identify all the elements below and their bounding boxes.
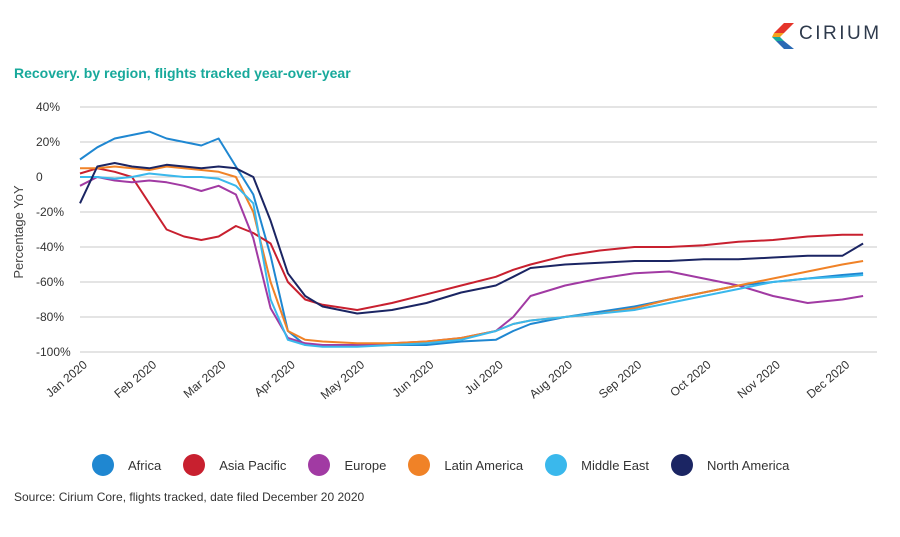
legend-label: North America: [707, 457, 790, 473]
x-axis: Jan 2020 Feb 2020 Mar 2020 Apr 2020 May 2020…: [43, 357, 852, 402]
y-tick-label: -60%: [36, 275, 64, 289]
legend-swatch: [545, 454, 568, 476]
x-tick-label: Oct 2020: [667, 357, 714, 399]
y-tick-label: -100%: [36, 345, 71, 359]
legend-label: Middle East: [581, 457, 650, 473]
x-tick-label: Jul 2020: [462, 357, 506, 397]
y-tick-label: -20%: [36, 205, 64, 219]
series-line-europe: [79, 176, 864, 346]
x-tick-label: May 2020: [318, 357, 368, 402]
legend-item: Africa: [92, 454, 161, 476]
series-line-latin-america: [80, 165, 864, 345]
grid-lines: [80, 106, 877, 353]
x-tick-label: Nov 2020: [735, 357, 784, 401]
legend-swatch: [671, 454, 694, 476]
x-tick-label: Jun 2020: [390, 357, 437, 400]
legend-label: Asia Pacific: [219, 457, 287, 473]
cirium-logo-icon: [772, 23, 794, 49]
x-tick-label: Dec 2020: [804, 357, 853, 401]
chart-title: Recovery. by region, flights tracked yea…: [14, 65, 351, 81]
series-line-north-america: [79, 162, 864, 315]
source-note: Source: Cirium Core, flights tracked, da…: [14, 490, 365, 504]
y-tick-label: -40%: [36, 240, 64, 254]
legend-swatch: [308, 454, 331, 476]
series-line-middle-east: [80, 172, 864, 348]
y-tick-label: 0: [36, 170, 43, 184]
y-tick-label: 40%: [36, 100, 60, 114]
x-tick-label: Apr 2020: [252, 357, 299, 399]
legend-swatch: [408, 454, 431, 476]
y-tick-label: -80%: [36, 310, 64, 324]
x-tick-label: Aug 2020: [527, 357, 576, 401]
legend-label: Latin America: [444, 457, 524, 473]
series-line-asia-pacific: [79, 167, 864, 311]
y-tick-label: 20%: [36, 135, 60, 149]
legend-label: Africa: [128, 457, 162, 473]
y-axis: 40% 20% 0 -20% -40% -60% -80% -100%: [36, 100, 71, 359]
legend-item: Asia Pacific: [183, 454, 286, 476]
x-tick-label: Jan 2020: [43, 357, 90, 400]
legend-label: Europe: [344, 457, 387, 473]
x-tick-label: Mar 2020: [181, 357, 229, 401]
legend-item: Latin America: [408, 454, 523, 476]
legend-item: North America: [671, 454, 789, 476]
brand-name: CIRIUM: [799, 23, 882, 44]
x-tick-label: Feb 2020: [111, 357, 159, 401]
legend-swatch: [183, 454, 206, 476]
cirium-logo: CIRIUM: [772, 16, 887, 52]
legend-item: Middle East: [545, 454, 649, 476]
x-tick-label: Sep 2020: [596, 357, 645, 401]
chart-legend: Africa Asia Pacific Europe Latin America Mid…: [92, 450, 811, 480]
y-axis-label: Percentage YoY: [11, 185, 26, 279]
series-lines: [79, 130, 864, 348]
legend-item: Europe: [308, 454, 386, 476]
legend-swatch: [92, 454, 114, 476]
